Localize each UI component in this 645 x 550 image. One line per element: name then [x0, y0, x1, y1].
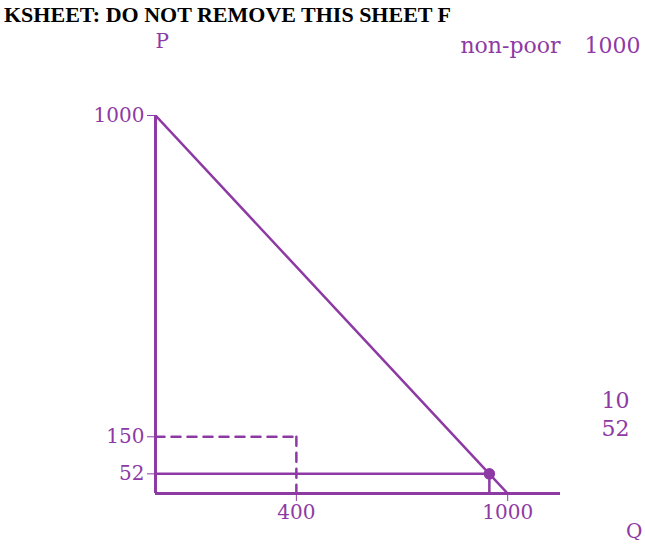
- svg-text:Q: Q: [626, 519, 642, 543]
- svg-text:1000: 1000: [585, 33, 641, 58]
- svg-text:non-poor: non-poor: [460, 33, 561, 58]
- html-text:KSHEET: DO NOT REMOVE THIS SHE: KSHEET: DO NOT REMOVE THIS SHEET F: [4, 2, 451, 27]
- svg-text:52: 52: [601, 416, 629, 441]
- svg-text:400: 400: [277, 500, 315, 524]
- svg-text:52: 52: [119, 461, 144, 485]
- svg-text:1000: 1000: [94, 103, 145, 127]
- svg-text:150: 150: [106, 424, 144, 448]
- svg-text:P: P: [156, 29, 169, 53]
- svg-text:1000: 1000: [482, 500, 533, 524]
- svg-text:10: 10: [601, 388, 629, 413]
